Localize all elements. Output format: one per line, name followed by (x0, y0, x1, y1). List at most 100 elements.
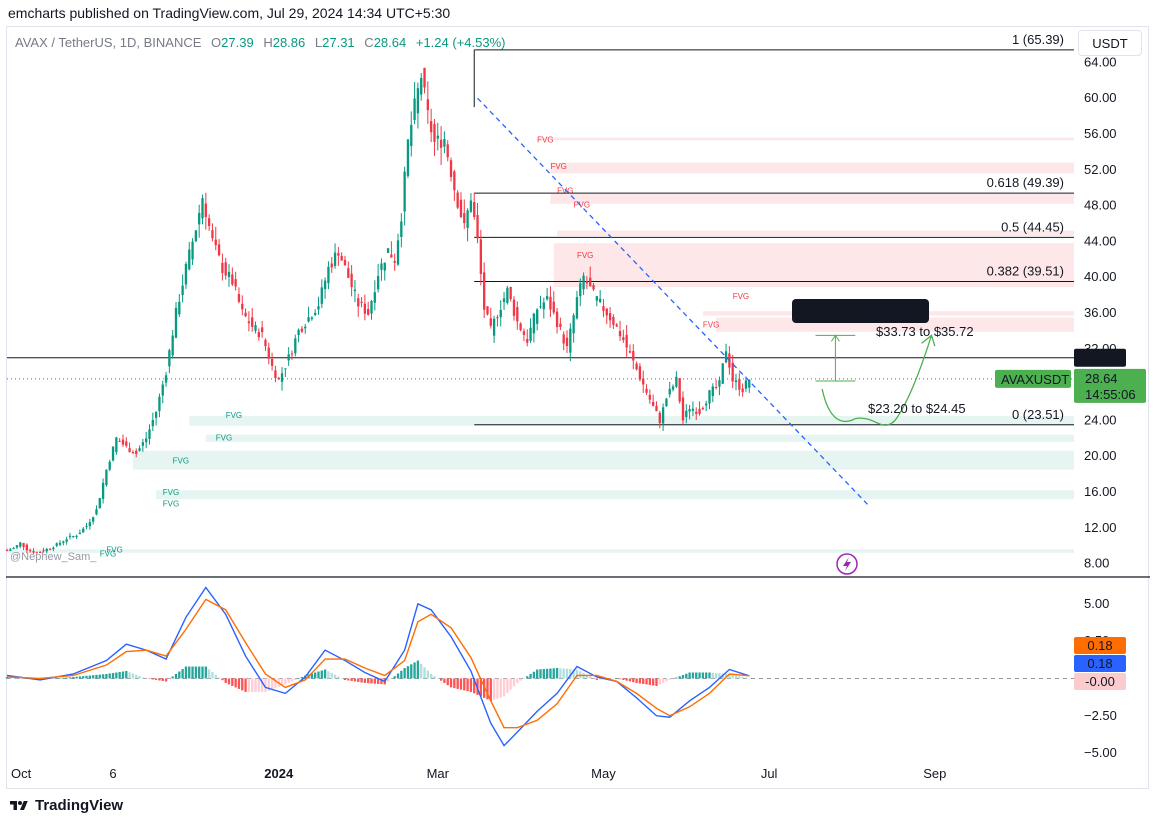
candle-body (618, 330, 622, 337)
candle-body (5, 550, 9, 552)
symbol-price-badge-text: AVAXUSDT (1001, 372, 1069, 387)
candle (705, 400, 708, 412)
candle (665, 398, 668, 407)
macd-histogram-bar (671, 678, 675, 679)
candle-body (35, 552, 38, 554)
candle (675, 371, 678, 388)
candle (174, 301, 178, 339)
candle (118, 438, 121, 442)
macd-histogram-bar (456, 678, 459, 689)
macd-histogram-bar (486, 678, 489, 700)
macd-histogram-bar (373, 678, 376, 684)
candle-body (323, 280, 327, 290)
candle-body (701, 408, 705, 410)
fvg-bearish-label: FVG (733, 292, 749, 301)
macd-histogram-bar (138, 675, 141, 679)
x-tick-label: Oct (11, 766, 32, 781)
candle (347, 261, 350, 279)
fib-level-label: 0.618 (49.39) (987, 175, 1064, 190)
macd-histogram-bar (685, 673, 688, 679)
candle (426, 81, 429, 124)
candle-body (423, 67, 426, 88)
candle-body (290, 353, 294, 355)
candle (25, 543, 29, 554)
high-key: H (263, 35, 273, 50)
macd-histogram-bar (214, 674, 217, 679)
candle-body (307, 317, 310, 322)
macd-histogram-bar (317, 671, 320, 679)
macd-histogram-bar (247, 678, 251, 692)
candle-body (542, 302, 545, 310)
candle-body (237, 294, 241, 302)
candle-body (310, 317, 314, 320)
measure-tooltip (792, 299, 929, 323)
candle-body (105, 469, 108, 486)
macd-histogram-bar (297, 678, 300, 679)
currency-button[interactable]: USDT (1078, 30, 1142, 56)
macd-histogram-bar (545, 668, 549, 679)
candle (473, 192, 476, 220)
macd-histogram-bar (244, 678, 247, 692)
candle-body (72, 535, 75, 537)
candle (410, 111, 413, 157)
macd-histogram-bar (105, 673, 108, 679)
candle (456, 190, 459, 210)
candle (62, 540, 65, 546)
candle (267, 342, 270, 365)
macd-histogram-bar (506, 678, 509, 694)
macd-histogram-bar (337, 676, 340, 679)
macd-histogram-bar (380, 678, 383, 685)
candle-body (721, 363, 724, 384)
macd-histogram-bar (357, 678, 360, 682)
candle (5, 548, 9, 552)
candle-body (522, 331, 526, 335)
macd-histogram-bar (350, 678, 353, 681)
candle-body (499, 309, 502, 318)
candle-body (466, 210, 469, 228)
candle (128, 442, 131, 453)
candle-body (25, 544, 29, 551)
candle (181, 274, 184, 303)
candle-body (661, 407, 665, 424)
macd-histogram-bar (22, 678, 25, 679)
macd-histogram-bar (234, 678, 237, 688)
candle-body (184, 263, 188, 285)
candle (449, 157, 453, 182)
macd-histogram-bar (184, 666, 188, 679)
macd-histogram-bar (483, 678, 486, 698)
tradingview-brand[interactable]: TradingView (8, 797, 123, 814)
candle (241, 295, 244, 316)
macd-histogram-bar (748, 678, 751, 679)
candle (416, 82, 420, 129)
macd-histogram-bar (413, 662, 416, 679)
macd-histogram-bar (314, 672, 317, 679)
macd-histogram-bar (433, 676, 436, 679)
candle (436, 122, 439, 151)
candle (78, 529, 82, 535)
candle (320, 279, 323, 309)
macd-histogram-bar (400, 670, 403, 679)
candle-body (78, 532, 82, 535)
candle-body (125, 441, 128, 446)
close-key: C (364, 35, 374, 50)
candle (549, 286, 552, 317)
candle-body (671, 386, 675, 390)
candle (492, 315, 496, 344)
candle-body (277, 377, 280, 380)
macd-value-badge-text: -0.00 (1085, 674, 1115, 689)
candle-body (254, 325, 257, 331)
macd-histogram-bar (174, 673, 178, 679)
macd-histogram-bar (251, 678, 254, 692)
macd-histogram-bar (655, 678, 658, 686)
candle (569, 323, 572, 362)
candle (131, 450, 135, 454)
candle-body (718, 380, 721, 387)
macd-histogram-bar (595, 678, 598, 680)
macd-histogram-bar (589, 676, 592, 679)
candle (360, 297, 363, 308)
candle (297, 328, 300, 343)
candle-body (191, 241, 194, 260)
candle (718, 376, 721, 396)
candle (575, 290, 579, 320)
macd-histogram-bar (55, 678, 58, 679)
